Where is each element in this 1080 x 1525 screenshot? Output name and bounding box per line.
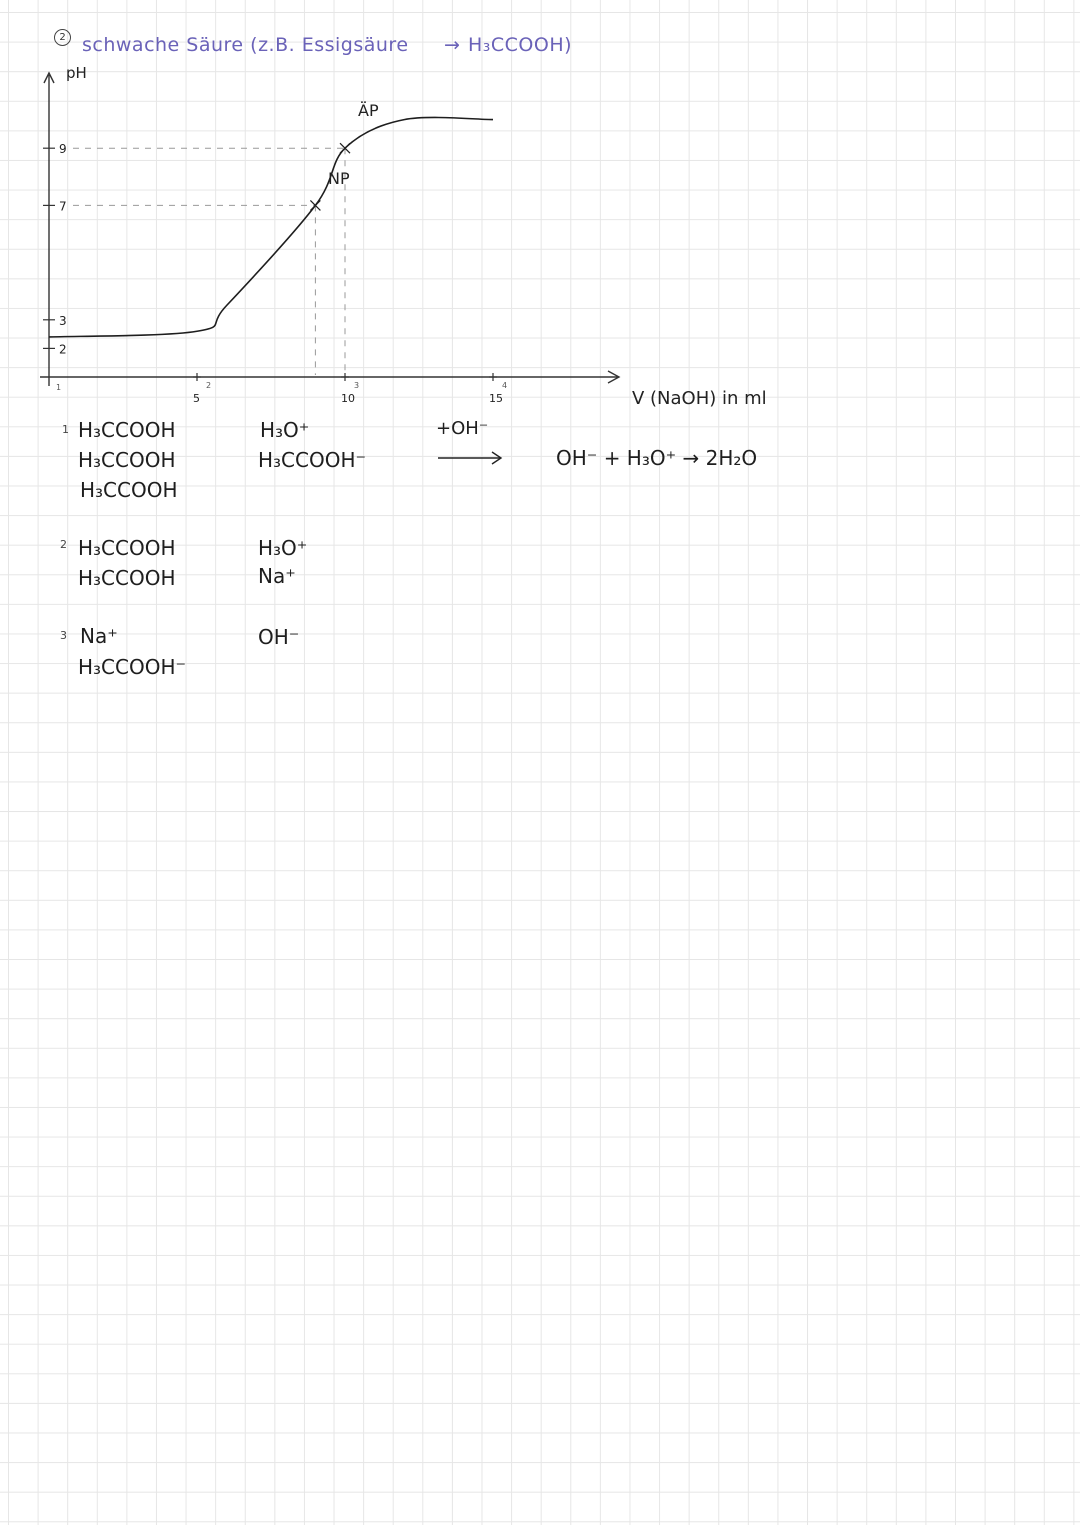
y-tick-label: 7 [59,199,67,213]
reaction-arrow-icon [438,451,503,465]
y-tick-label: 3 [59,314,67,328]
stage-1-left-1: H₃CCOOH [78,418,176,442]
stage-1-right-1: H₃O⁺ [260,418,310,442]
stage-2-left-2: H₃CCOOH [78,566,176,590]
header-formula: H₃CCOOH) [468,34,573,56]
y-tick-label: 2 [59,342,67,356]
stage-1-left-3: H₃CCOOH [80,478,178,502]
x-tick-label: 5 [193,392,200,405]
y-axis-label: pH [66,64,87,82]
stage-2-left-1: H₃CCOOH [78,536,176,560]
section-number: 2 [54,29,71,46]
stage-1-right-2: H₃CCOOH⁻ [258,448,367,472]
reaction-equation: OH⁻ + H₃O⁺ → 2H₂O [556,446,758,470]
x-origin-subscript: 1 [56,383,61,392]
titration-curve [48,116,494,338]
x-axis-arrow [607,370,621,384]
reagent-label: +OH⁻ [436,418,489,439]
x-tick-subscript: 4 [502,381,507,390]
x-axis-label: V (NaOH) in ml [632,388,767,409]
stage-1-left-2: H₃CCOOH [78,448,176,472]
x-tick-subscript: 3 [354,381,359,390]
np-marker [309,199,321,211]
aep-label: ÄP [358,101,379,120]
stage-number: 1 [62,423,69,436]
section-title: schwache Säure (z.B. Essigsäure [82,34,409,56]
y-axis-arrow [43,71,55,84]
stage-3-left-1: Na⁺ [80,624,118,648]
stage-2-right-2: Na⁺ [258,564,296,588]
stage-number: 2 [60,538,67,551]
stage-3-left-2: H₃CCOOH⁻ [78,655,187,679]
x-tick-subscript: 2 [206,381,211,390]
np-label: NP [328,169,350,188]
y-tick-label: 9 [59,142,67,156]
stage-2-right-1: H₃O⁺ [258,536,308,560]
stage-3-right-1: OH⁻ [258,625,300,649]
aep-marker [339,142,351,154]
x-tick-label: 10 [341,392,355,405]
header-arrow: → [444,34,461,56]
stage-number: 3 [60,629,67,642]
x-tick-label: 15 [489,392,503,405]
